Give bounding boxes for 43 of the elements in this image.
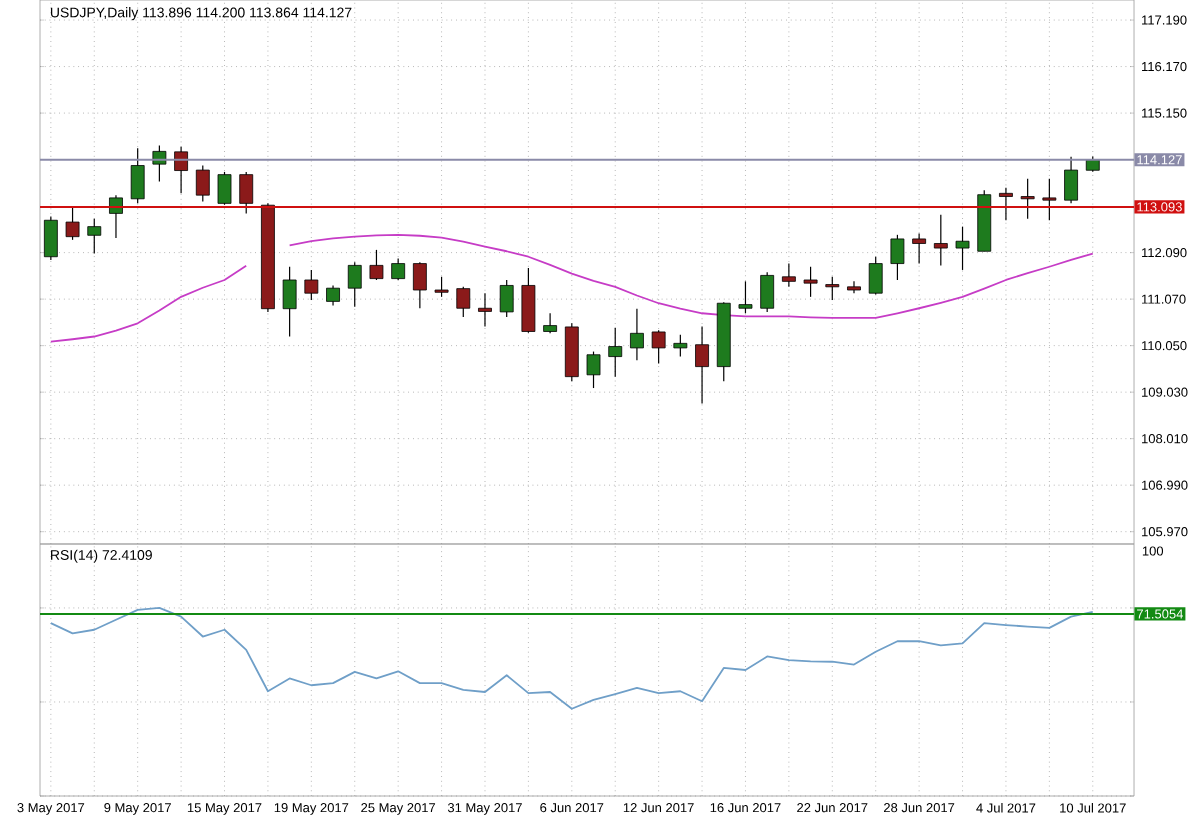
candlestick [217,171,232,206]
candlestick [651,329,666,365]
candlestick [391,257,406,281]
candlestick [87,218,102,255]
candlestick [456,286,471,318]
candlestick [999,187,1013,221]
candlestick [195,164,210,203]
candlestick [1064,156,1078,204]
candlestick [955,226,970,271]
candlestick [412,261,427,309]
candlestick [130,147,145,204]
candlestick [434,276,449,298]
candlestick [630,308,644,361]
candlestick [933,214,948,266]
candlestick [695,325,709,405]
candlestick [781,262,796,288]
candlestick [282,266,297,338]
candlestick [499,279,514,318]
candlestick [43,215,58,261]
candlestick [347,261,362,308]
candlestick [543,312,558,334]
candlestick [478,292,492,328]
candlestick [608,327,623,378]
candlestick [760,271,775,313]
candlestick [1020,178,1035,220]
candlestick [803,266,818,298]
candlestick [847,280,861,294]
candlestick [174,146,188,194]
candlestick [326,284,340,307]
candlestick [673,334,688,358]
candlestick [912,232,927,265]
candlestick [109,194,123,239]
candlestick [369,249,384,281]
candlestick [868,256,883,296]
candlestick [1042,178,1057,221]
candlestick [65,207,80,241]
candlestick [304,269,319,301]
candlestick [586,350,601,389]
candlestick [521,267,536,334]
candlestick [825,276,840,301]
candlestick [239,171,254,214]
candlestick [890,234,905,281]
candlestick [738,280,753,314]
